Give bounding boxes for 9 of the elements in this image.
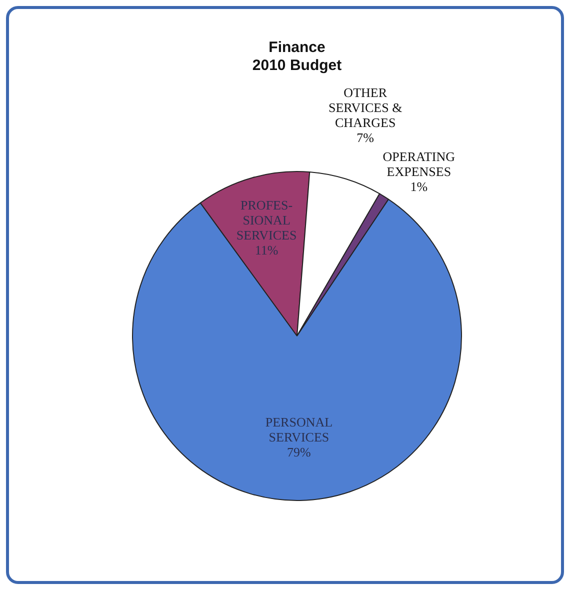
- slice-label: OTHER SERVICES & CHARGES: [328, 85, 402, 130]
- chart-title: Finance 2010 Budget: [252, 39, 342, 74]
- data-label: 11%: [254, 242, 278, 258]
- data-label: 7%: [356, 130, 374, 145]
- data-label: 79%: [287, 444, 312, 460]
- slice-label: PROFES- SIONAL SERVICES: [236, 197, 297, 242]
- slice-label: OPERATING EXPENSES: [382, 149, 456, 179]
- data-label: 1%: [410, 179, 428, 194]
- slice-label: PERSONAL SERVICES: [265, 414, 333, 444]
